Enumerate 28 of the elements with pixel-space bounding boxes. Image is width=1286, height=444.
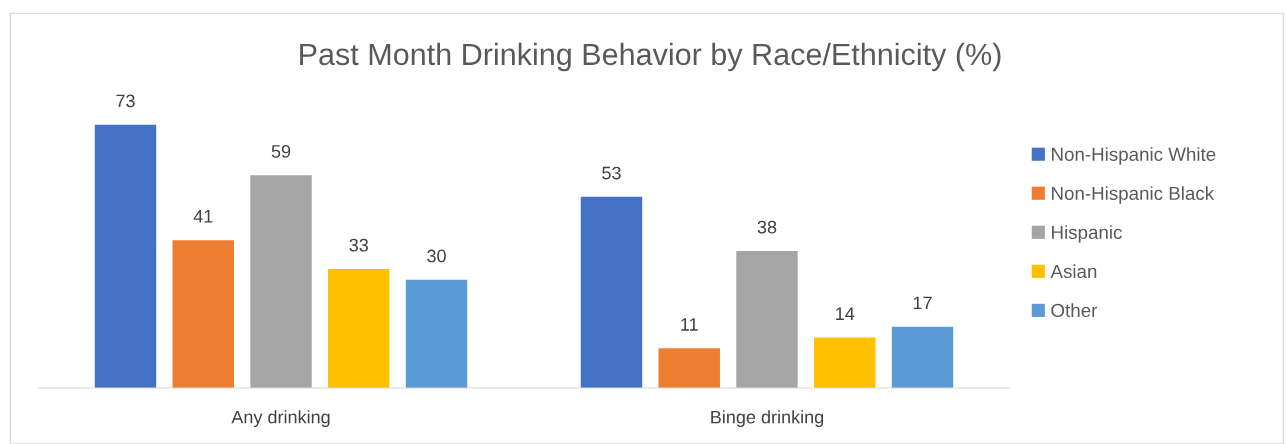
legend-label: Hispanic [1052,225,1122,243]
bar [405,279,468,388]
chart-title: Past Month Drinking Behavior by Race/Ethnicity (%) [300,42,1001,72]
bar [580,196,643,388]
data-label: 33 [349,238,369,252]
bar [814,337,876,388]
x-tick-label: Any drinking [231,410,330,428]
bar [658,348,720,388]
bar [736,250,798,388]
bar [891,326,954,388]
legend-label: Non-Hispanic White [1052,147,1216,165]
data-label: 30 [427,249,446,263]
bar [172,240,234,388]
data-label: 53 [602,166,621,180]
data-label: 17 [913,296,932,310]
data-label: 38 [757,220,777,234]
data-label: 14 [836,307,855,320]
data-label: 11 [681,318,698,331]
x-tick-label: Binge drinking [711,410,824,428]
bar [250,175,312,388]
bar [94,124,157,388]
legend-label: Non-Hispanic Black [1052,186,1215,204]
legend-label: Asian [1050,264,1097,279]
data-label: 59 [271,144,291,158]
bar [328,269,390,388]
legend-label: Other [1051,303,1098,318]
data-label: 41 [193,210,213,223]
data-label: 73 [116,94,135,108]
